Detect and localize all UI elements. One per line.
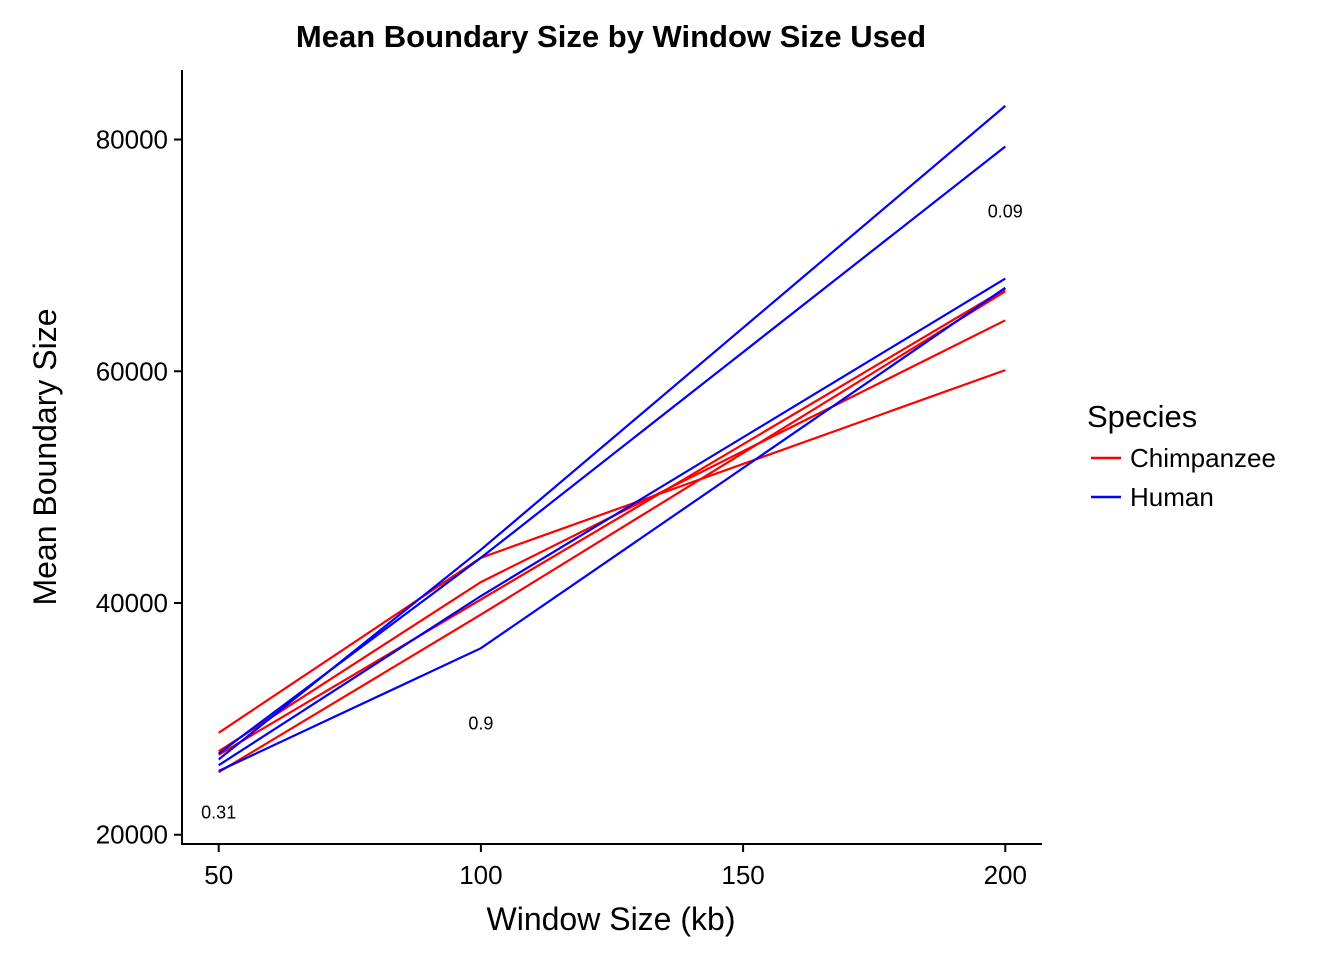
- y-tick-label: 40000: [96, 588, 168, 618]
- y-axis-ticks: 20000 40000 60000 80000: [96, 125, 182, 850]
- series-line-human-5: [218, 105, 1007, 761]
- annotations: 0.31 0.9 0.09: [201, 201, 1023, 822]
- legend: Species Chimpanzee Human: [1087, 399, 1276, 512]
- series-line-chimpanzee-2: [218, 319, 1006, 753]
- chart-title: Mean Boundary Size by Window Size Used: [296, 19, 926, 54]
- x-axis-ticks: 50 100 150 200: [204, 844, 1027, 890]
- series-line-human-6: [218, 145, 1006, 755]
- x-tick-label: 100: [459, 860, 502, 890]
- series-line-human-8: [218, 286, 1006, 772]
- series-line-chimpanzee-3: [218, 288, 1006, 756]
- x-axis-title: Window Size (kb): [487, 901, 736, 937]
- series-line-chimpanzee-4: [218, 290, 1006, 774]
- annotation-label-1: 0.31: [201, 803, 236, 823]
- legend-title: Species: [1087, 399, 1197, 434]
- y-axis-title: Mean Boundary Size: [27, 308, 63, 605]
- series-line-chimpanzee-1: [218, 369, 1006, 734]
- annotation-label-3: 0.09: [988, 201, 1023, 221]
- y-tick-label: 60000: [96, 356, 168, 386]
- x-tick-label: 50: [204, 860, 233, 890]
- legend-label-chimpanzee: Chimpanzee: [1130, 443, 1276, 473]
- y-tick-label: 20000: [96, 820, 168, 850]
- annotation-label-2: 0.9: [468, 714, 493, 734]
- series-line-human-7: [218, 277, 1006, 767]
- x-tick-label: 200: [984, 860, 1027, 890]
- series-lines: [218, 105, 1007, 774]
- legend-label-human: Human: [1130, 482, 1214, 512]
- y-tick-label: 80000: [96, 125, 168, 155]
- x-tick-label: 150: [721, 860, 764, 890]
